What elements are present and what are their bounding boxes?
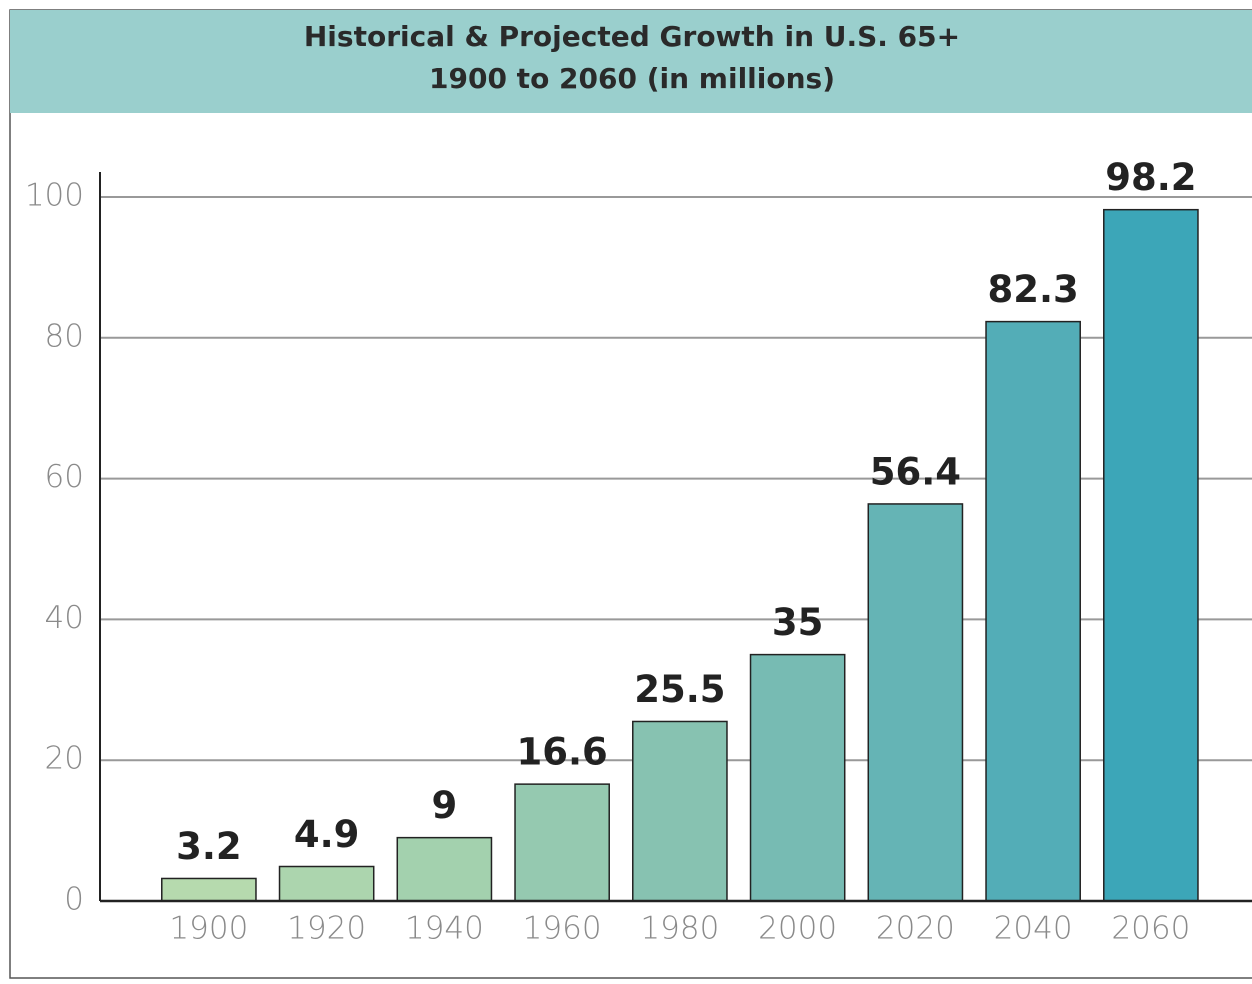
bar <box>278 865 375 902</box>
value-label: 82.3 <box>987 268 1078 311</box>
x-tick-label: 2020 <box>876 911 955 947</box>
value-label: 9 <box>432 784 458 827</box>
bar <box>514 783 610 902</box>
header-band <box>10 10 1252 113</box>
y-tick-label: 40 <box>45 600 84 636</box>
x-tick-label: 1960 <box>523 911 602 947</box>
value-label: 98.2 <box>1105 156 1196 199</box>
bar <box>161 877 257 902</box>
y-tick-label: 60 <box>45 459 84 495</box>
x-tick-label: 1900 <box>169 911 248 947</box>
x-tick-label: 2060 <box>1111 911 1190 947</box>
y-tick-label: 20 <box>45 741 84 777</box>
bar <box>749 653 846 902</box>
value-label: 16.6 <box>516 731 607 774</box>
bar <box>1103 208 1199 902</box>
value-label: 3.2 <box>176 825 242 868</box>
bar <box>985 320 1081 902</box>
chart-title: Historical & Projected Growth in U.S. 65… <box>304 20 960 53</box>
value-label: 35 <box>772 601 824 644</box>
bar <box>396 836 493 902</box>
value-label: 25.5 <box>634 668 725 711</box>
x-tick-label: 1980 <box>640 911 719 947</box>
y-tick-label: 80 <box>45 318 84 354</box>
bar <box>867 503 964 902</box>
chart-subtitle: 1900 to 2060 (in millions) <box>429 62 835 95</box>
x-tick-label: 1940 <box>405 911 484 947</box>
y-tick-label: 100 <box>25 178 84 214</box>
x-tick-label: 1920 <box>287 911 366 947</box>
bar <box>632 720 728 902</box>
y-tick-label: 0 <box>64 882 84 918</box>
x-tick-label: 2040 <box>994 911 1073 947</box>
value-label: 4.9 <box>294 813 360 856</box>
x-tick-label: 2000 <box>758 911 837 947</box>
value-label: 56.4 <box>870 450 961 493</box>
